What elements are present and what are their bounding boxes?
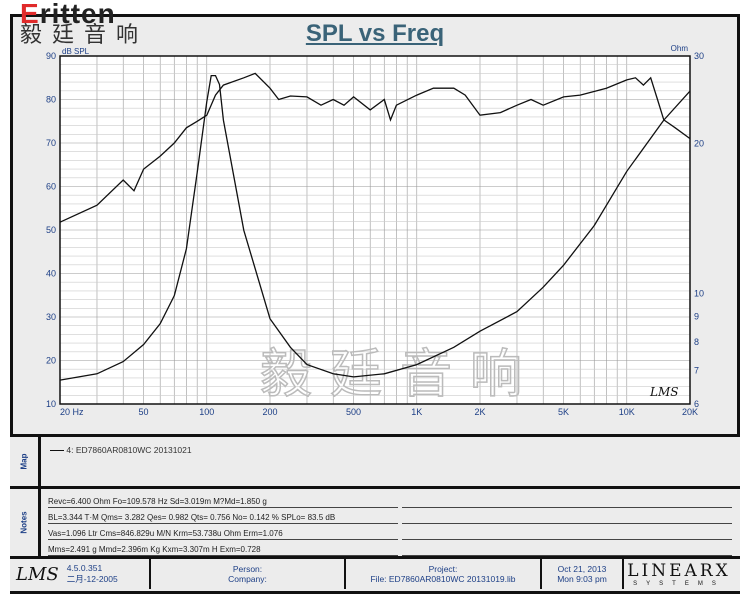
- x-tick-label: 2K: [474, 407, 485, 417]
- y2-tick-label: 20: [694, 139, 704, 149]
- note-line: Revc=6.400 Ohm Fo=109.578 Hz Sd=3.019m M…: [48, 497, 398, 508]
- note-line: Vas=1.096 Ltr Cms=846.829u M/N Krm=53.73…: [48, 529, 398, 540]
- footer-panel: LMS 4.5.0.351 二月-12-2005 Person: Company: …: [10, 556, 740, 591]
- x-tick-label: 1K: [411, 407, 422, 417]
- y2-tick-label: 10: [694, 289, 704, 299]
- x-tick-label: 200: [262, 407, 277, 417]
- x-tick-label: 10K: [619, 407, 635, 417]
- note-line: BL=3.344 T·M Qms= 3.282 Qes= 0.982 Qts= …: [48, 513, 398, 524]
- eritten-logo: Eritten 毅廷音响: [20, 0, 148, 46]
- x-tick-label: 20K: [682, 407, 698, 417]
- y2-tick-label: 8: [694, 337, 699, 347]
- watermark: 毅廷音响: [260, 345, 540, 405]
- legend-entry: 4: ED7860AR0810WC 20131021: [50, 445, 192, 455]
- y-tick-label: 90: [46, 51, 56, 61]
- y-axis-label: dB SPL: [62, 47, 90, 56]
- y-tick-label: 10: [46, 399, 56, 409]
- spl-curve: [59, 72, 691, 223]
- notes-panel: Notes Revc=6.400 Ohm Fo=109.578 Hz Sd=3.…: [10, 486, 740, 556]
- x-tick-label: 50: [139, 407, 149, 417]
- logo-chinese: 毅廷音响: [20, 22, 149, 47]
- y-tick-label: 70: [46, 138, 56, 148]
- plot-border: [59, 55, 691, 405]
- y-tick-label: 40: [46, 269, 56, 279]
- x-tick-label: 5K: [558, 407, 569, 417]
- impedance-curve: [59, 74, 691, 381]
- lms-watermark: LMS: [649, 385, 678, 399]
- map-label: Map: [19, 453, 29, 470]
- x-tick-label: 20 Hz: [60, 407, 84, 417]
- note-line: Mms=2.491 g Mmd=2.396m Kg Kxm=3.307m H E…: [48, 545, 398, 556]
- logo-brand: Eritten: [20, 0, 116, 29]
- map-panel: Map 4: ED7860AR0810WC 20131021: [10, 434, 740, 486]
- x-tick-label: 500: [346, 407, 361, 417]
- y2-axis-label: Ohm: [671, 44, 689, 53]
- y2-tick-label: 9: [694, 311, 699, 321]
- y-tick-label: 20: [46, 356, 56, 366]
- y-tick-label: 30: [46, 312, 56, 322]
- y-tick-label: 50: [46, 225, 56, 235]
- y-tick-label: 80: [46, 95, 56, 105]
- chart-title: SPL vs Freq: [305, 20, 445, 47]
- y2-tick-label: 7: [694, 366, 699, 376]
- y2-tick-label: 6: [694, 399, 699, 409]
- y2-tick-label: 30: [694, 51, 704, 61]
- notes-label: Notes: [19, 511, 29, 534]
- linearx-logo: LINEARX SYSTEMS: [627, 561, 731, 587]
- y-tick-label: 60: [46, 182, 56, 192]
- x-tick-label: 100: [199, 407, 214, 417]
- lms-logo: LMS: [16, 563, 59, 585]
